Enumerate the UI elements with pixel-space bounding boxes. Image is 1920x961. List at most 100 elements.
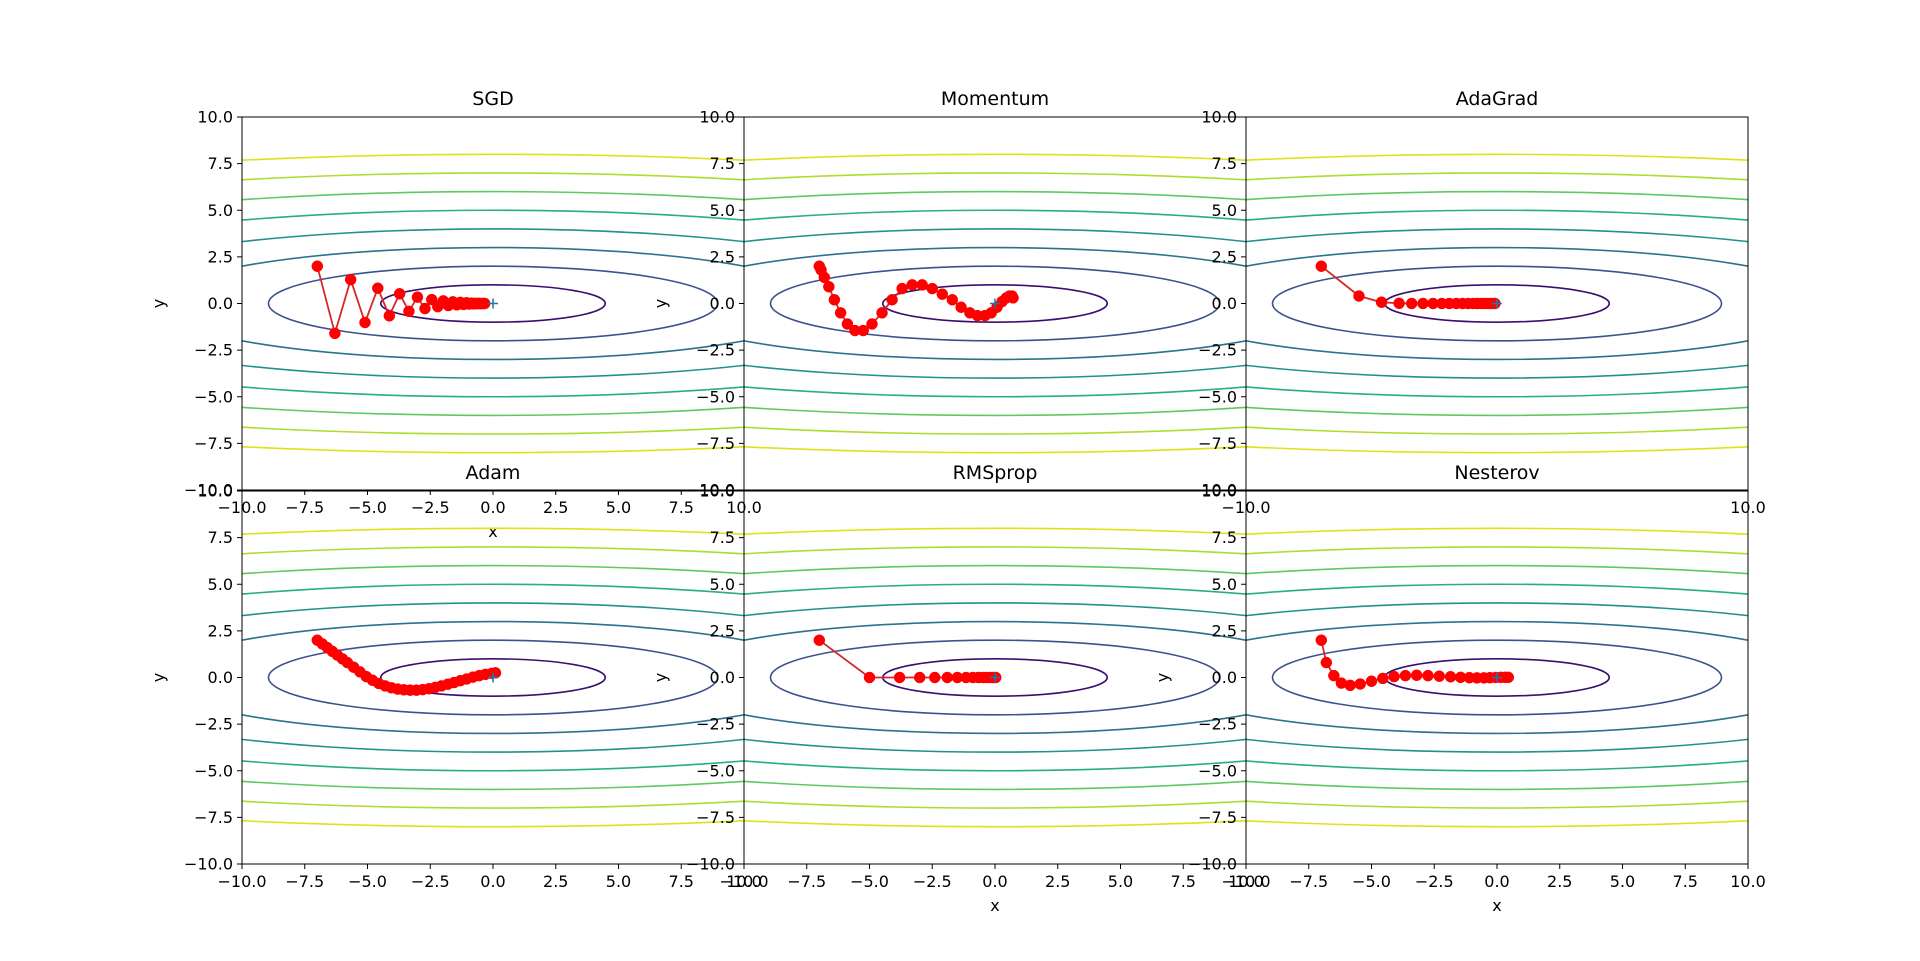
x-tick-label: −5.0	[850, 872, 889, 891]
y-tick-label: 5.0	[710, 201, 735, 220]
subplot-momentum: −10.0 −7.5 −5.0 −2.5 0.0 2.5 5.0 7.5 10.0 Momentu…	[651, 88, 1247, 500]
contour-line	[242, 209, 744, 398]
y-tick-label: −2.5	[194, 715, 233, 734]
path-point	[359, 316, 371, 329]
y-tick-label: −7.5	[696, 808, 735, 827]
y-axis-label: y	[149, 299, 168, 308]
path-point	[1405, 297, 1418, 310]
x-tick-label: 7.5	[1673, 872, 1698, 891]
path-point	[876, 307, 888, 319]
contour-line	[744, 620, 1246, 735]
x-tick-label: 5.0	[606, 872, 631, 891]
path-point	[1444, 671, 1457, 683]
contour-line	[242, 246, 744, 361]
path-point	[941, 671, 954, 684]
path-point	[329, 327, 341, 340]
plot-area	[242, 153, 744, 454]
subplot-nesterov: −10.0−7.5−5.0−2.50.02.55.07.510.0−10.0 −7…	[1153, 462, 1766, 915]
contour-line	[1246, 583, 1748, 772]
y-tick-label: −2.5	[696, 715, 735, 734]
path-point	[834, 307, 847, 319]
contour-line	[744, 153, 1246, 454]
y-tick-label: −10.0	[1188, 855, 1237, 874]
y-tick-label: 7.5	[1212, 154, 1237, 173]
subplot-title: RMSprop	[953, 462, 1038, 484]
path-point	[916, 279, 928, 291]
contour-line	[744, 190, 1246, 417]
contour-line	[1271, 265, 1723, 342]
path-point	[841, 318, 854, 330]
y-tick-label: 10.0	[197, 482, 233, 501]
x-axis-label: x	[1492, 896, 1501, 915]
y-axis-label: y	[651, 299, 670, 308]
contour-line	[242, 172, 744, 435]
path-point	[1410, 669, 1423, 682]
path-point	[1399, 669, 1412, 682]
contour-line	[1246, 190, 1748, 417]
contour-line	[744, 564, 1246, 791]
path-point	[857, 324, 869, 337]
y-tick-label: −5.0	[696, 761, 735, 780]
contour-line	[1271, 639, 1723, 716]
x-tick-label: 7.5	[669, 498, 694, 517]
x-tick-label: −5.0	[348, 872, 387, 891]
y-tick-label: −5.0	[1198, 387, 1237, 406]
x-tick-label: −2.5	[411, 498, 450, 517]
subplot-adam: −10.0−7.5−5.0−2.50.02.55.07.510.0−10.0 −7…	[149, 462, 762, 891]
y-tick-label: 5.0	[1212, 201, 1237, 220]
path-point	[1433, 670, 1446, 682]
subplot-adagrad: −10.0−7.5−5.0−2.50.02.55.07.510.0−10.0 10…	[1188, 88, 1766, 517]
x-tick-label: −2.5	[1415, 872, 1454, 891]
y-tick-label: 7.5	[710, 528, 735, 547]
y-tick-label: 0.0	[710, 668, 735, 687]
path-point	[1417, 297, 1429, 310]
contour-line	[1246, 209, 1748, 398]
y-tick-label: −7.5	[194, 808, 233, 827]
y-tick-label: −2.5	[194, 341, 233, 360]
y-tick-label: 7.5	[208, 528, 233, 547]
contour-line	[1246, 228, 1748, 379]
y-tick-label: −10.0	[1188, 481, 1237, 500]
path-point	[906, 279, 918, 291]
contour-line	[744, 602, 1246, 753]
contour-line	[1246, 602, 1748, 753]
x-axis-label: x	[990, 896, 999, 915]
path-point	[893, 671, 906, 684]
path-point	[403, 305, 415, 318]
path-point	[1353, 290, 1365, 302]
path-point	[344, 273, 357, 286]
y-tick-label: −7.5	[1198, 434, 1237, 453]
x-axis-label: x	[488, 522, 497, 541]
contour-line	[242, 527, 744, 828]
path-point	[823, 280, 835, 293]
y-tick-label: 10.0	[699, 108, 735, 127]
contour-line	[769, 265, 1221, 342]
contour-line	[744, 228, 1246, 379]
y-tick-label: −2.5	[696, 341, 735, 360]
contour-line	[267, 265, 719, 342]
path-point	[393, 288, 406, 300]
minimum-marker	[1492, 298, 1502, 309]
y-tick-label: −10.0	[184, 855, 233, 874]
y-tick-label: 10.0	[1201, 482, 1237, 501]
path-point	[311, 260, 324, 272]
path-point	[866, 318, 878, 330]
contour-line	[242, 564, 744, 791]
y-tick-label: 0.0	[208, 668, 233, 687]
y-tick-label: 2.5	[710, 247, 735, 266]
path-point	[1393, 297, 1405, 310]
path-point	[926, 282, 938, 295]
y-tick-label: −5.0	[194, 761, 233, 780]
x-tick-label: 2.5	[1547, 872, 1572, 891]
y-tick-label: 5.0	[710, 575, 735, 594]
path-point	[1007, 292, 1019, 304]
path-point	[1315, 260, 1328, 272]
contour-line	[1246, 153, 1748, 454]
minimum-marker	[990, 298, 1000, 309]
y-tick-label: 0.0	[710, 294, 735, 313]
x-tick-label: 2.5	[1045, 872, 1070, 891]
path-point	[383, 310, 396, 322]
y-tick-label: 7.5	[1212, 528, 1237, 547]
y-tick-label: −2.5	[1198, 715, 1237, 734]
